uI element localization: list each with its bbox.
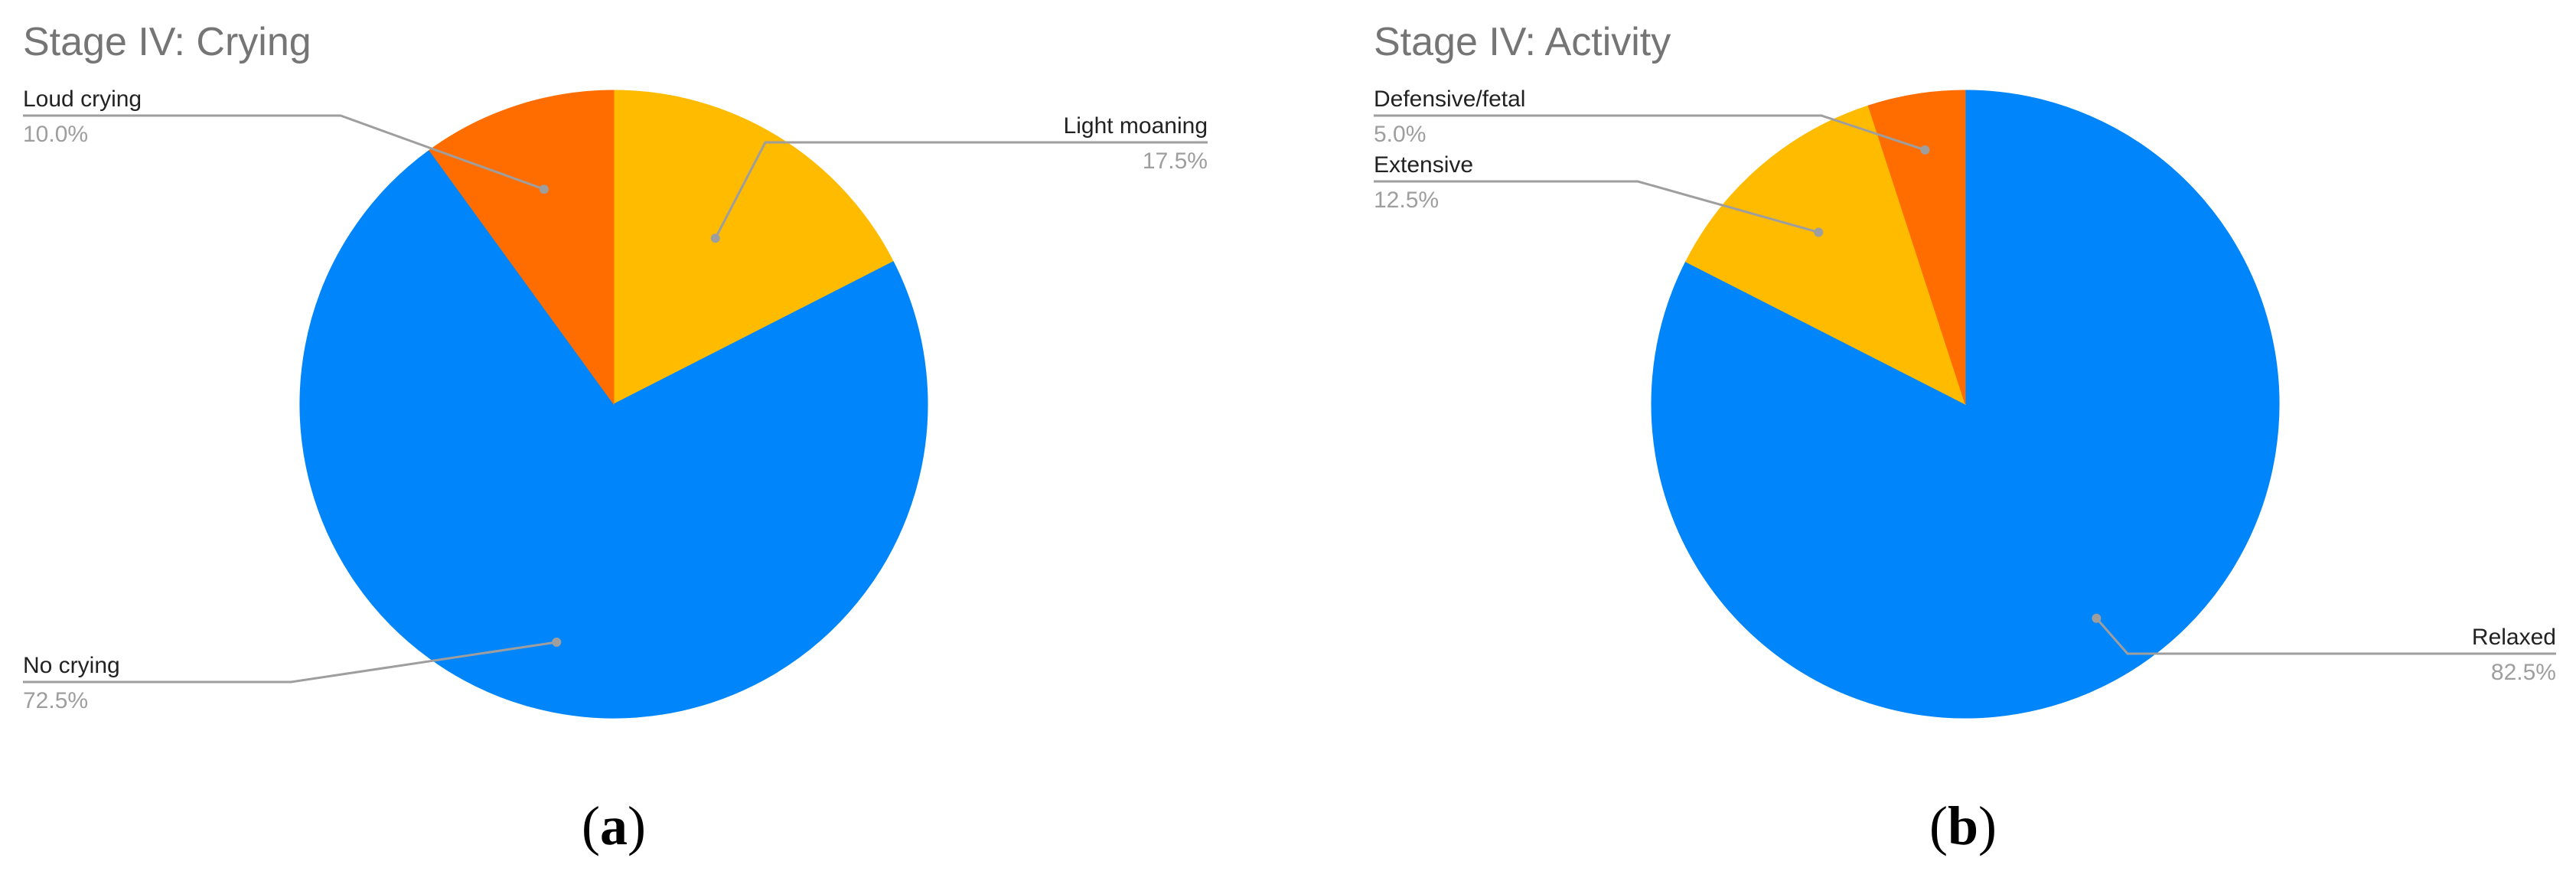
leader-line-no-crying <box>23 641 557 684</box>
leader-line-defensive-fetal <box>1374 114 1925 152</box>
slice-percent-loud-crying: 10.0% <box>23 122 88 147</box>
pie-labels-activity: Relaxed 82.5% Extensive 12.5% Defensive/feta… <box>1374 86 2556 685</box>
pie-activity <box>1651 90 2280 719</box>
leader-dot-relaxed <box>2092 613 2102 623</box>
slice-label-extensive: Extensive <box>1374 152 1473 178</box>
caption-letter-b: b <box>1948 795 1978 857</box>
caption-a: (a) <box>582 795 646 857</box>
slice-label-loud-crying: Loud crying <box>23 86 142 112</box>
caption-b: (b) <box>1929 795 1997 857</box>
slice-percent-no-crying: 72.5% <box>23 688 88 713</box>
chart-title-crying: Stage IV: Crying <box>23 20 311 64</box>
slice-percent-relaxed: 82.5% <box>2491 660 2556 685</box>
caption-letter-a: a <box>600 795 628 857</box>
slice-percent-light-moaning: 17.5% <box>1143 148 1208 174</box>
pie-slice-light-moaning <box>613 90 894 405</box>
slice-label-defensive-fetal: Defensive/fetal <box>1374 86 1525 112</box>
slice-label-relaxed: Relaxed <box>2472 625 2556 650</box>
leader-line-extensive <box>1374 180 1819 233</box>
pie-slice-no-crying <box>299 149 928 719</box>
panel-activity: Stage IV: Activity Relaxed 82.5% Extensive… <box>1374 20 2556 857</box>
leader-dot-light-moaning <box>710 233 720 243</box>
leader-line-relaxed <box>2095 617 2556 655</box>
leader-line-light-moaning <box>714 141 1208 239</box>
slice-percent-extensive: 12.5% <box>1374 188 1439 213</box>
leader-dot-defensive-fetal <box>1920 145 1930 155</box>
pie-slice-defensive-fetal <box>1867 90 1966 405</box>
leader-dot-extensive <box>1814 227 1824 237</box>
panel-crying: Stage IV: Crying Light moaning 17.5% No cr… <box>23 20 1208 857</box>
pie-crying <box>299 90 928 719</box>
pie-labels-crying: Light moaning 17.5% No crying 72.5% Loud cry… <box>23 86 1208 713</box>
pie-slice-loud-crying <box>429 90 615 406</box>
chart-title-activity: Stage IV: Activity <box>1374 20 1671 64</box>
leader-dot-no-crying <box>552 638 562 647</box>
slice-label-no-crying: No crying <box>23 653 120 678</box>
pie-slice-extensive <box>1685 105 1966 405</box>
leader-dot-loud-crying <box>539 184 549 194</box>
leader-line-loud-crying <box>23 114 545 191</box>
slice-percent-defensive-fetal: 5.0% <box>1374 122 1426 147</box>
slice-label-light-moaning: Light moaning <box>1064 113 1208 139</box>
